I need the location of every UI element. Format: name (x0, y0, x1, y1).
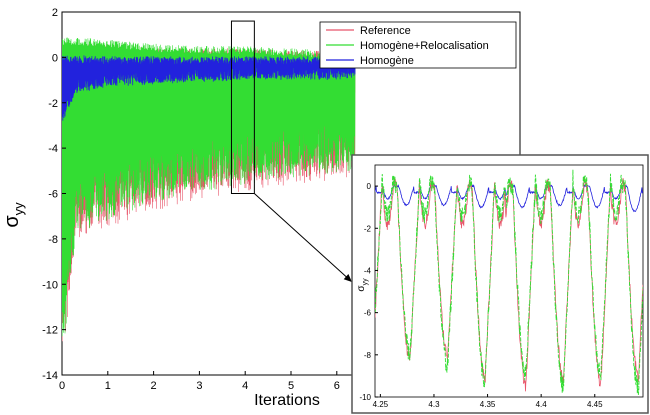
inset-y-ticks: 0 -2 -4 -6 -8 -10 (359, 182, 378, 402)
main-x-tick-label: 2 (151, 380, 157, 392)
legend-label-reference: Reference (360, 25, 411, 37)
main-series-group (62, 37, 356, 342)
main-series-relocalisation (62, 37, 356, 337)
inset-x-tick-label: 4.4 (536, 400, 548, 409)
main-x-tick-label: 6 (334, 380, 340, 392)
main-y-axis-label: σyy (1, 202, 26, 228)
main-y-tick-label: 0 (52, 52, 58, 64)
main-y-tick-label: 2 (52, 7, 58, 19)
inset-y-tick-label: -6 (364, 309, 372, 318)
main-x-tick-label: 3 (196, 380, 202, 392)
inset-chart: 0 -2 -4 -6 -8 -10 4.25 4.3 4.35 4.4 4.45 σyy (351, 154, 649, 414)
main-y-ticks: 2 0 -2 -4 -6 -8 -10 -12 -14 (42, 7, 66, 382)
inset-plot-area (374, 164, 644, 398)
inset-y-tick-label: -2 (364, 224, 372, 233)
main-y-axis-label-symbol: σ (1, 215, 23, 228)
inset-y-tick-label: -8 (364, 351, 372, 360)
inset-x-tick-label: 4.45 (587, 400, 603, 409)
main-x-tick-label: 1 (105, 380, 111, 392)
inset-x-tick-label: 4.25 (373, 400, 389, 409)
main-y-axis-label-sub: yy (11, 202, 26, 216)
main-y-tick-label: -8 (48, 234, 58, 246)
main-y-tick-label: -10 (42, 279, 58, 291)
zoom-arrow-head (343, 274, 352, 282)
main-y-tick-label: -14 (42, 370, 58, 382)
inset-series-group (375, 169, 643, 395)
legend-label-homogene: Homogène (360, 55, 414, 67)
main-y-tick-label: -6 (48, 189, 58, 201)
inset-y-tick-label: 0 (367, 182, 372, 191)
inset-series-relocalisation (375, 169, 643, 395)
legend: Reference Homogène+Relocalisation Homogè… (319, 21, 517, 69)
main-y-tick-label: -4 (48, 143, 58, 155)
inset-x-tick-label: 4.3 (428, 400, 440, 409)
inset-y-tick-label: -4 (364, 266, 372, 275)
main-series-homogene (62, 55, 356, 121)
inset-y-axis-label-symbol: σ (356, 285, 367, 292)
main-y-tick-label: -2 (48, 98, 58, 110)
inset-x-ticks: 4.25 4.3 4.35 4.4 4.45 (373, 394, 603, 409)
inset-y-axis-label: σyy (356, 278, 369, 292)
main-x-axis-label: Iterations (254, 392, 320, 409)
inset-y-tick-label: -10 (359, 393, 371, 402)
zoom-arrow (254, 193, 353, 283)
main-x-ticks: 0 1 2 3 4 5 6 (59, 371, 340, 392)
main-x-tick-label: 4 (242, 380, 248, 392)
inset-x-tick-label: 4.35 (480, 400, 496, 409)
main-x-tick-label: 0 (59, 380, 65, 392)
zoom-box (230, 20, 255, 195)
main-x-tick-label: 5 (288, 380, 294, 392)
inset-y-axis-label-sub: yy (362, 278, 369, 286)
main-y-tick-label: -12 (42, 325, 58, 337)
legend-label-relocalisation: Homogène+Relocalisation (360, 40, 489, 52)
